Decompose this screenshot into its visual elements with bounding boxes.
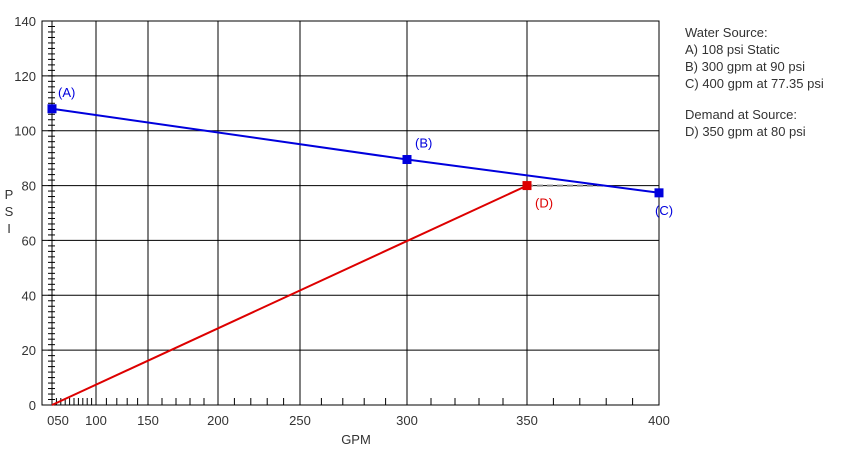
point-label: (C) bbox=[655, 203, 673, 218]
info-panel: Water Source: A) 108 psi Static B) 300 g… bbox=[685, 24, 824, 154]
x-tick-label: 400 bbox=[648, 413, 670, 428]
y-tick-label: 80 bbox=[22, 179, 36, 194]
data-points: (A) (B) (C) (D) bbox=[47, 85, 673, 218]
tick-labels: 0 20 40 60 80 100 120 140 050 100 150 200 250 300 350 4… bbox=[14, 14, 670, 428]
x-tick-label: 050 bbox=[47, 413, 69, 428]
x-axis-title: GPM bbox=[341, 432, 371, 447]
x-tick-label: 300 bbox=[396, 413, 418, 428]
plot-area bbox=[41, 20, 660, 406]
series-line-1 bbox=[51, 184, 528, 406]
data-point bbox=[402, 155, 412, 165]
x-tick-label: 100 bbox=[85, 413, 107, 428]
point-label: (D) bbox=[535, 196, 553, 211]
grid bbox=[42, 20, 660, 406]
water-source-title: Water Source: bbox=[685, 25, 768, 40]
y-tick-label: 100 bbox=[14, 124, 36, 139]
x-tick-label: 350 bbox=[516, 413, 538, 428]
demand-block: Demand at Source: D) 350 gpm at 80 psi bbox=[685, 106, 824, 140]
point-label: (B) bbox=[415, 136, 432, 151]
x-tick-label: 200 bbox=[207, 413, 229, 428]
data-point bbox=[654, 188, 664, 198]
y-tick-label: 140 bbox=[14, 14, 36, 29]
point-label: (A) bbox=[58, 85, 75, 100]
y-tick-label: 60 bbox=[22, 233, 36, 248]
water-source-block: Water Source: A) 108 psi Static B) 300 g… bbox=[685, 24, 824, 92]
y-tick-label: 0 bbox=[29, 398, 36, 413]
y-tick-label: 40 bbox=[22, 288, 36, 303]
water-source-line-a: A) 108 psi Static bbox=[685, 42, 780, 57]
data-point bbox=[522, 181, 532, 191]
y-tick-label: 20 bbox=[22, 343, 36, 358]
x-tick-label: 250 bbox=[289, 413, 311, 428]
water-source-line-b: B) 300 gpm at 90 psi bbox=[685, 59, 805, 74]
y-tick-label: 120 bbox=[14, 69, 36, 84]
data-point bbox=[47, 104, 57, 114]
x-tick-label: 150 bbox=[137, 413, 159, 428]
water-source-line-c: C) 400 gpm at 77.35 psi bbox=[685, 76, 824, 91]
demand-line-d: D) 350 gpm at 80 psi bbox=[685, 124, 806, 139]
demand-title: Demand at Source: bbox=[685, 107, 798, 122]
